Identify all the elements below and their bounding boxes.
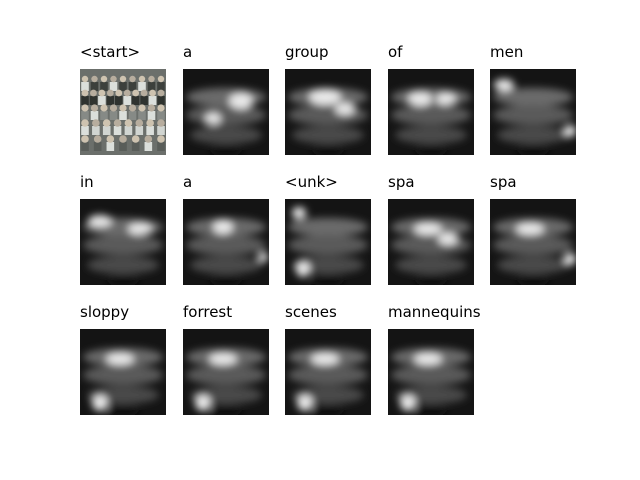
attention-heatmap: [183, 329, 269, 415]
word-cell: spa: [490, 173, 590, 293]
word-label: <start>: [80, 43, 140, 61]
attention-heatmap: [80, 199, 166, 285]
heatmap-panel: [80, 199, 166, 285]
word-cell: group: [285, 43, 385, 163]
word-label: men: [490, 43, 523, 61]
word-label: spa: [490, 173, 517, 191]
attention-heatmap: [285, 199, 371, 285]
word-cell: mannequins: [388, 303, 488, 423]
word-cell: in: [80, 173, 180, 293]
word-cell: forrest: [183, 303, 283, 423]
heatmap-panel: [388, 199, 474, 285]
attention-heatmap: [388, 329, 474, 415]
heatmap-panel: [388, 329, 474, 415]
attention-heatmap: [285, 329, 371, 415]
heatmap-panel: [183, 69, 269, 155]
heatmap-panel: [80, 329, 166, 415]
attention-heatmap: [490, 69, 576, 155]
heatmap-panel: [388, 69, 474, 155]
word-label: mannequins: [388, 303, 481, 321]
word-label: group: [285, 43, 329, 61]
word-cell: sloppy: [80, 303, 180, 423]
attention-heatmap: [388, 69, 474, 155]
word-cell: of: [388, 43, 488, 163]
group-photo: [80, 69, 166, 155]
heatmap-panel: [285, 199, 371, 285]
word-cell: scenes: [285, 303, 385, 423]
heatmap-panel: [490, 199, 576, 285]
word-cell: men: [490, 43, 590, 163]
attention-heatmap: [183, 199, 269, 285]
word-label: sloppy: [80, 303, 129, 321]
word-cell: a: [183, 173, 283, 293]
word-cell: a: [183, 43, 283, 163]
photo-panel: [80, 69, 166, 155]
word-cell: spa: [388, 173, 488, 293]
attention-heatmap: [490, 199, 576, 285]
attention-heatmap: [80, 329, 166, 415]
heatmap-panel: [285, 329, 371, 415]
word-label: <unk>: [285, 173, 338, 191]
word-label: scenes: [285, 303, 337, 321]
heatmap-panel: [183, 199, 269, 285]
word-label: in: [80, 173, 94, 191]
word-label: a: [183, 173, 192, 191]
word-cell: <unk>: [285, 173, 385, 293]
heatmap-panel: [490, 69, 576, 155]
word-label: forrest: [183, 303, 232, 321]
heatmap-panel: [183, 329, 269, 415]
word-label: spa: [388, 173, 415, 191]
attention-heatmap: [285, 69, 371, 155]
heatmap-panel: [285, 69, 371, 155]
word-label: of: [388, 43, 402, 61]
word-label: a: [183, 43, 192, 61]
word-cell: <start>: [80, 43, 180, 163]
attention-heatmap: [183, 69, 269, 155]
attention-heatmap: [388, 199, 474, 285]
